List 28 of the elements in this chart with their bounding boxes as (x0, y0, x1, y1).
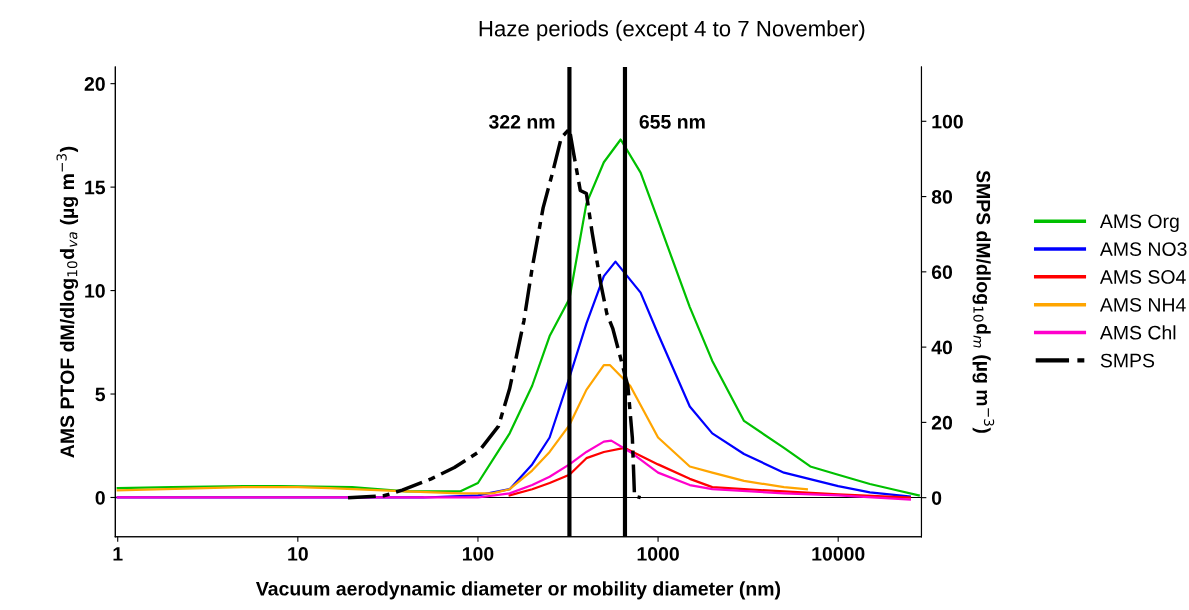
y-tick-label: 5 (95, 387, 106, 402)
x-axis-title: Vacuum aerodynamic diameter or mobility diameter (nm) (255, 581, 781, 600)
x-tick-label: 1 (113, 547, 123, 561)
legend-label: AMS SO4 (1099, 270, 1186, 284)
x-tick-label: 10000 (812, 547, 865, 561)
y-tick-label: 0 (95, 490, 105, 505)
y2-tick-label: 40 (931, 340, 953, 355)
y2-tick-label: 60 (931, 265, 953, 280)
x-tick-label: 100 (462, 547, 494, 561)
y2-tick-label: 80 (931, 190, 953, 204)
ref-line-label: 655 nm (639, 114, 705, 129)
y2-axis-title: SMPS dM/dlog$_{10}$d$_{m}$ (µg m$^{−3}$) (972, 170, 995, 433)
y-tick-label: 10 (85, 284, 105, 298)
legend-label: AMS Chl (1099, 325, 1176, 340)
y-tick-label: 20 (84, 77, 105, 91)
chart-title: Haze periods (except 4 to 7 November) (479, 20, 865, 41)
legend-label: AMS Org (1099, 214, 1179, 232)
y2-tick-label: 100 (932, 114, 963, 129)
y-axis-title: AMS PTOF dM/dlog$_{10}$d$_{va}$ (µg m$^{−3}$) (56, 146, 79, 458)
legend-label: AMS NO3 (1099, 242, 1187, 256)
legend-label: AMS NH4 (1099, 297, 1186, 312)
y2-tick-label: 0 (931, 491, 942, 505)
ref-line-label: 322 nm (488, 114, 555, 129)
x-tick-label: 10 (288, 547, 308, 561)
y2-tick-label: 20 (931, 415, 953, 430)
x-tick-label: 1000 (637, 547, 679, 561)
y-tick-label: 15 (85, 180, 106, 195)
legend-label: SMPS (1100, 353, 1155, 368)
